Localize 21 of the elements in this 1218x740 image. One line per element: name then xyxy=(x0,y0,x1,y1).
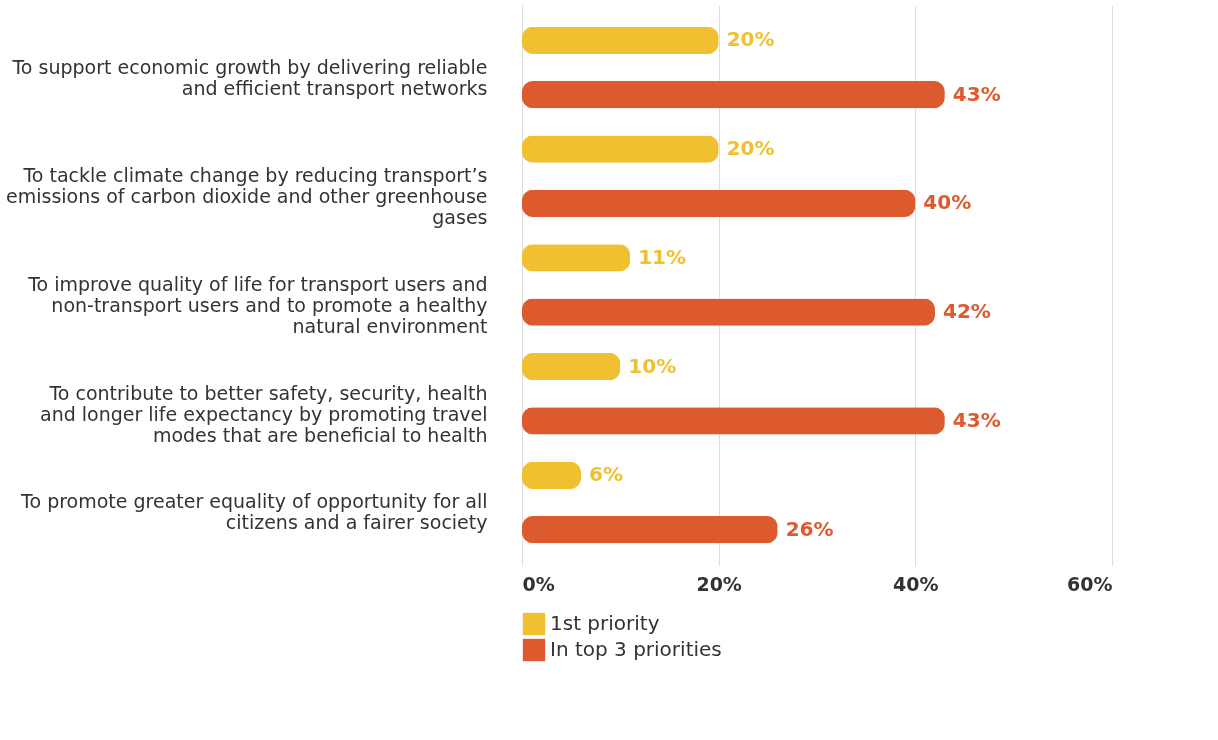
data-label: 26% xyxy=(785,516,834,541)
x-tick-label: 60% xyxy=(1067,572,1113,595)
y-tick-label: To contribute to better safety, security, health and longer life expectancy by promoting travel modes that are beneficial to health xyxy=(39,381,488,446)
legend-label: 1st priority xyxy=(550,611,660,635)
data-label: 40% xyxy=(923,190,972,215)
y-tick-label: To promote greater equality of opportunity for all citizens and a fairer society xyxy=(20,490,488,534)
y-tick-label: To tackle climate change by reducing transport’s emissions of carbon dioxide and other greenhouse gases xyxy=(6,164,488,229)
x-tick-label: 0% xyxy=(522,572,555,595)
data-label: 43% xyxy=(952,407,1001,432)
y-tick-label: To support economic growth by delivering reliable and efficient transport networks xyxy=(11,55,488,99)
data-label: 10% xyxy=(628,353,677,378)
data-label: 20% xyxy=(726,27,775,52)
x-tick-label: 40% xyxy=(893,572,939,595)
data-label: 20% xyxy=(726,136,775,161)
y-tick-label: To improve quality of life for transport users and non-transport users and to promote a healthy natural environment xyxy=(27,273,488,337)
data-label: 42% xyxy=(943,299,991,324)
x-tick-label: 20% xyxy=(696,572,742,595)
data-label: 11% xyxy=(638,244,687,269)
data-label: 6% xyxy=(589,462,623,487)
data-label: 43% xyxy=(952,81,1001,106)
legend-label: In top 3 priorities xyxy=(550,637,722,661)
